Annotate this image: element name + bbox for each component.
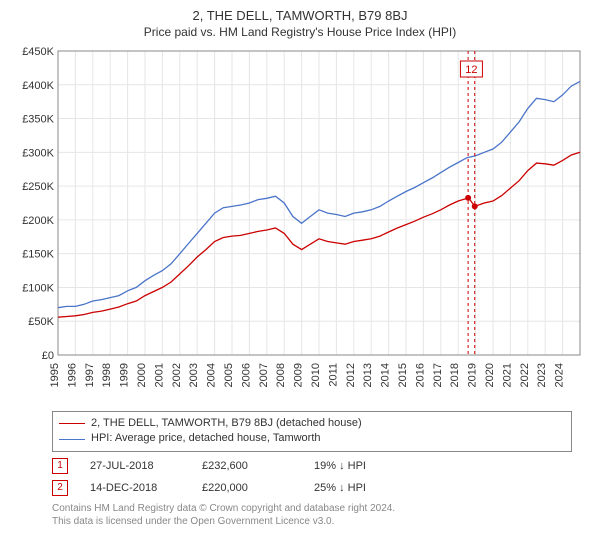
svg-text:1995: 1995 — [49, 363, 61, 387]
svg-text:£450K: £450K — [22, 46, 54, 58]
svg-text:1997: 1997 — [84, 363, 96, 387]
svg-text:2022: 2022 — [519, 363, 531, 387]
svg-text:1999: 1999 — [119, 363, 131, 387]
svg-text:12: 12 — [465, 64, 477, 76]
legend-label: HPI: Average price, detached house, Tamw… — [91, 431, 321, 446]
svg-text:2015: 2015 — [397, 363, 409, 387]
svg-text:2023: 2023 — [536, 363, 548, 387]
sale-badge: 2 — [52, 480, 68, 496]
svg-text:£300K: £300K — [22, 147, 54, 159]
svg-text:2021: 2021 — [501, 363, 513, 387]
svg-text:1998: 1998 — [101, 363, 113, 387]
svg-text:2019: 2019 — [467, 363, 479, 387]
svg-text:£50K: £50K — [28, 316, 54, 328]
svg-text:2012: 2012 — [345, 363, 357, 387]
svg-text:1996: 1996 — [66, 363, 78, 387]
legend-row: HPI: Average price, detached house, Tamw… — [59, 431, 565, 446]
svg-text:£400K: £400K — [22, 80, 54, 92]
chart-container: 2, THE DELL, TAMWORTH, B79 8BJ Price pai… — [0, 0, 600, 560]
svg-text:2016: 2016 — [414, 363, 426, 387]
svg-text:2011: 2011 — [327, 363, 339, 387]
chart-subtitle: Price paid vs. HM Land Registry's House … — [10, 25, 590, 39]
svg-text:2009: 2009 — [293, 363, 305, 387]
chart-plot: £0 £50K £100K £150K £200K £250K £300K £350K £400… — [14, 45, 584, 405]
svg-text:2018: 2018 — [449, 363, 461, 387]
svg-text:2014: 2014 — [380, 363, 392, 387]
legend-label: 2, THE DELL, TAMWORTH, B79 8BJ (detached… — [91, 416, 362, 431]
svg-text:£200K: £200K — [22, 215, 54, 227]
svg-text:£0: £0 — [42, 350, 54, 362]
sales-table: 1 27-JUL-2018 £232,600 19% ↓ HPI 2 14-DEC-201… — [52, 458, 588, 496]
svg-text:2006: 2006 — [240, 363, 252, 387]
svg-text:2001: 2001 — [153, 363, 165, 387]
sale-price: £232,600 — [202, 460, 292, 472]
svg-text:£100K: £100K — [22, 282, 54, 294]
svg-text:2007: 2007 — [258, 363, 270, 387]
sale-delta: 25% ↓ HPI — [314, 482, 404, 494]
legend: 2, THE DELL, TAMWORTH, B79 8BJ (detached… — [52, 411, 572, 452]
svg-text:2017: 2017 — [432, 363, 444, 387]
svg-text:£150K: £150K — [22, 249, 54, 261]
svg-text:£350K: £350K — [22, 114, 54, 126]
svg-text:2020: 2020 — [484, 363, 496, 387]
svg-text:2013: 2013 — [362, 363, 374, 387]
svg-text:£250K: £250K — [22, 181, 54, 193]
footer-line-1: Contains HM Land Registry data © Crown c… — [52, 502, 588, 515]
svg-text:2000: 2000 — [136, 363, 148, 387]
legend-swatch — [59, 423, 85, 424]
svg-text:2024: 2024 — [554, 363, 566, 387]
chart-title: 2, THE DELL, TAMWORTH, B79 8BJ — [10, 8, 590, 23]
svg-text:2003: 2003 — [188, 363, 200, 387]
legend-row: 2, THE DELL, TAMWORTH, B79 8BJ (detached… — [59, 416, 565, 431]
sale-row: 2 14-DEC-2018 £220,000 25% ↓ HPI — [52, 480, 588, 496]
svg-text:2002: 2002 — [171, 363, 183, 387]
footer-line-2: This data is licensed under the Open Gov… — [52, 515, 588, 528]
sale-row: 1 27-JUL-2018 £232,600 19% ↓ HPI — [52, 458, 588, 474]
sale-price: £220,000 — [202, 482, 292, 494]
legend-swatch — [59, 439, 85, 440]
sale-badge: 1 — [52, 458, 68, 474]
sale-delta: 19% ↓ HPI — [314, 460, 404, 472]
svg-text:2008: 2008 — [275, 363, 287, 387]
footer-attribution: Contains HM Land Registry data © Crown c… — [52, 502, 588, 528]
svg-text:2010: 2010 — [310, 363, 322, 387]
svg-text:2004: 2004 — [206, 363, 218, 387]
sale-date: 14-DEC-2018 — [90, 482, 180, 494]
sale-date: 27-JUL-2018 — [90, 460, 180, 472]
svg-text:2005: 2005 — [223, 363, 235, 387]
